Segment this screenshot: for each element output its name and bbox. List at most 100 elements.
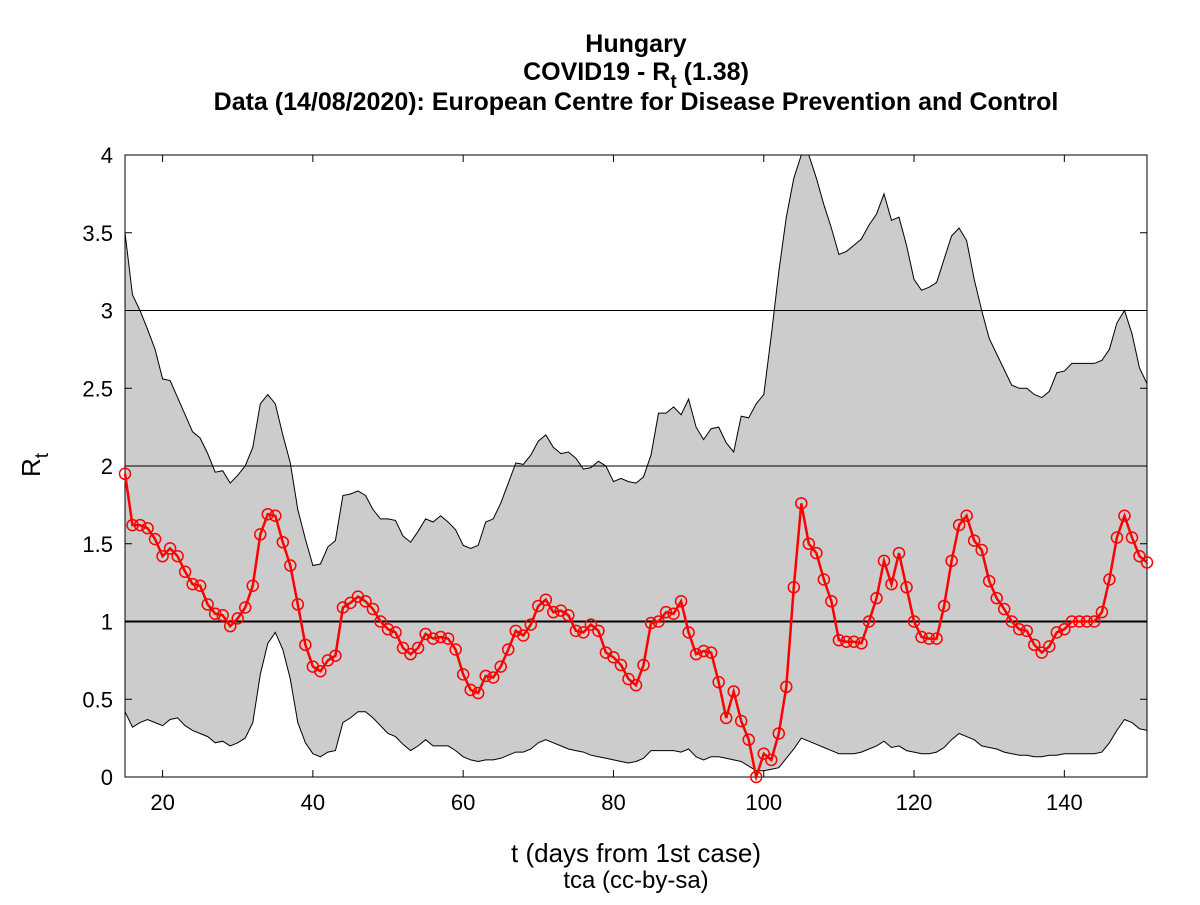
rt-data-point	[757, 747, 770, 760]
rt-data-point	[141, 521, 154, 535]
rt-data-point	[381, 623, 395, 636]
rt-data-point	[629, 679, 643, 692]
credit-label: tca (cc-by-sa)	[563, 867, 708, 894]
chart-subtitle: COVID19 - Rt (1.38)	[523, 58, 749, 93]
rt-data-point	[494, 660, 507, 673]
rt-data-point	[900, 581, 913, 594]
rt-data-point	[284, 559, 297, 572]
rt-data-point	[607, 651, 620, 664]
rt-data-point	[810, 546, 823, 560]
rt-data-point	[238, 601, 252, 614]
rt-data-point	[817, 573, 831, 586]
rt-data-point	[1013, 623, 1026, 636]
rt-data-point	[862, 615, 876, 628]
rt-data-point	[524, 618, 538, 631]
rt-data-point	[825, 595, 838, 608]
rt-data-point	[261, 507, 275, 521]
rt-data-point	[727, 685, 740, 698]
rt-data-point	[772, 727, 786, 740]
band-lower-edge	[125, 631, 1147, 772]
rt-data-point	[156, 549, 169, 563]
rt-data-point	[922, 632, 936, 645]
y-tick-label: 2	[101, 454, 113, 479]
rt-data-point	[471, 686, 485, 700]
rt-data-point	[584, 618, 598, 631]
rt-data-point	[577, 626, 590, 639]
rt-data-point	[148, 532, 162, 546]
y-tick-label: 3	[101, 299, 113, 324]
chart-source: Data (14/08/2020): European Centre for D…	[214, 88, 1059, 116]
rt-data-point	[877, 554, 891, 568]
rt-data-point	[780, 680, 793, 694]
rt-data-point	[960, 509, 973, 523]
rt-data-point	[562, 609, 575, 622]
rt-data-point	[689, 647, 703, 661]
rt-data-point	[659, 605, 673, 619]
rt-data-point	[441, 632, 455, 645]
band-upper-edge	[125, 155, 1147, 567]
y-axis-label-subscript: t	[32, 452, 53, 458]
rt-data-point	[456, 668, 470, 681]
rt-data-point	[832, 633, 846, 647]
rt-data-point	[276, 535, 290, 549]
rt-data-point	[366, 602, 380, 616]
y-tick-label: 2.5	[82, 376, 113, 401]
y-axis-label-main: R	[16, 458, 46, 477]
rt-data-point	[742, 733, 755, 746]
rt-data-point	[118, 467, 132, 481]
x-tick-label: 80	[601, 790, 625, 815]
rt-data-point	[667, 607, 680, 620]
rt-data-point	[847, 635, 861, 648]
rt-data-point	[1020, 624, 1034, 638]
rt-data-point	[1133, 549, 1146, 563]
rt-data-point	[1095, 605, 1109, 619]
rt-data-point	[404, 647, 417, 661]
rt-data-point	[982, 574, 996, 588]
rt-data-point	[1118, 509, 1131, 523]
rt-data-point	[644, 616, 658, 630]
rt-data-point	[719, 711, 733, 725]
rt-data-point	[329, 649, 342, 662]
rt-data-point	[299, 638, 312, 652]
rt-data-point	[997, 602, 1011, 616]
y-tick-label: 1.5	[82, 532, 113, 557]
rt-data-point	[1028, 638, 1041, 652]
x-tick-label: 100	[745, 790, 782, 815]
rt-data-point	[434, 630, 447, 644]
rt-data-point	[1125, 531, 1139, 544]
y-tick-label: 0.5	[82, 687, 113, 712]
x-tick-label: 120	[896, 790, 933, 815]
rt-data-point	[178, 565, 192, 578]
rt-data-point	[291, 598, 305, 611]
x-tick-label: 60	[451, 790, 475, 815]
y-tick-label: 4	[101, 143, 113, 168]
rt-data-point	[517, 629, 530, 642]
rt-data-point	[734, 714, 748, 728]
rt-data-point	[547, 605, 560, 619]
subtitle-subscript: t	[670, 72, 677, 93]
rt-data-point	[1073, 615, 1086, 628]
rt-data-point	[975, 543, 988, 557]
rt-data-point	[163, 542, 177, 555]
confidence-band	[125, 155, 1147, 771]
rt-data-point	[1050, 626, 1064, 639]
rt-data-point	[622, 672, 635, 686]
rt-data-point	[892, 546, 906, 560]
rt-data-point	[426, 632, 440, 645]
rt-data-point	[171, 549, 184, 563]
rt-data-point	[802, 537, 816, 550]
rt-data-point	[990, 591, 1003, 605]
rt-data-point	[449, 643, 462, 656]
subtitle-prefix: COVID19 - R	[523, 58, 670, 86]
rt-data-point	[915, 630, 928, 644]
rt-data-point	[502, 643, 515, 656]
rt-data-point	[344, 596, 357, 610]
rt-data-point	[930, 632, 943, 645]
x-axis-label: t (days from 1st case)	[511, 838, 761, 868]
rt-data-point	[231, 612, 244, 625]
rt-data-point	[479, 669, 492, 683]
rt-data-point	[749, 770, 763, 784]
rt-data-point	[532, 599, 545, 613]
